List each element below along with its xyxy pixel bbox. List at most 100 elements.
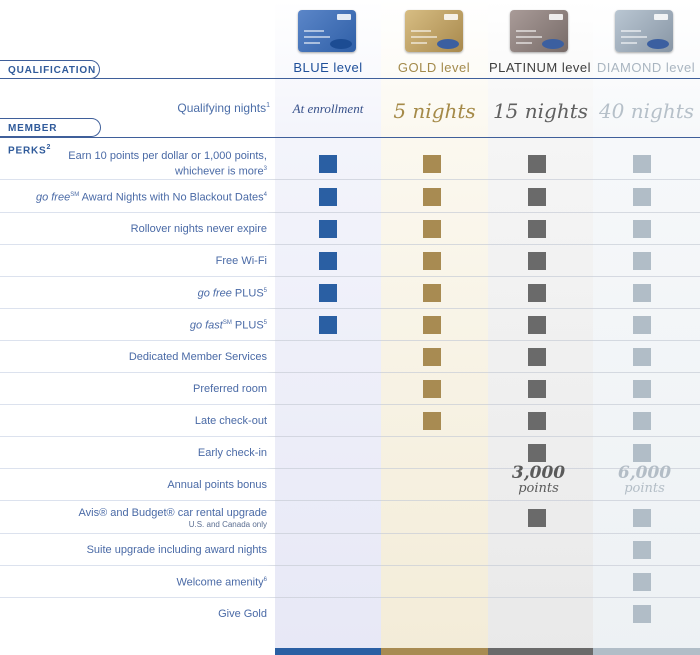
- row-divider: [0, 404, 700, 405]
- member-perks-tab: MEMBER PERKS2: [0, 118, 101, 156]
- diamond-included-marker: [633, 155, 651, 173]
- blue-included-marker: [319, 316, 337, 334]
- perk-label: Free Wi-Fi: [215, 254, 267, 267]
- blue-qualifying-value: At enrollment: [292, 101, 364, 116]
- gold-included-marker: [423, 252, 441, 270]
- diamond-included-marker: [633, 541, 651, 559]
- diamond-qualifying-value: 40 nights: [598, 99, 695, 123]
- platinum-qualifying-value: 15 nights: [492, 99, 589, 123]
- row-divider: [0, 436, 700, 437]
- diamond-included-marker: [633, 220, 651, 238]
- diamond-included-marker: [633, 412, 651, 430]
- row-divider: [0, 340, 700, 341]
- perk-row: Avis® and Budget® car rental upgrade U.S…: [0, 502, 700, 534]
- platinum-included-marker: [528, 380, 546, 398]
- gold-included-marker: [423, 316, 441, 334]
- gold-included-marker: [423, 348, 441, 366]
- blue-included-marker: [319, 188, 337, 206]
- diamond-included-marker: [633, 509, 651, 527]
- blue-included-marker: [319, 284, 337, 302]
- perk-row: Rollover nights never expire: [0, 213, 700, 245]
- perk-label: Dedicated Member Services: [128, 350, 267, 363]
- platinum-included-marker: [528, 444, 546, 462]
- perk-row: Late check-out: [0, 405, 700, 437]
- perk-row: Suite upgrade including award nights: [0, 534, 700, 566]
- perk-label: Early check-in: [197, 446, 267, 459]
- diamond-card-image: [615, 10, 673, 52]
- perk-label: Welcome amenity6: [176, 576, 267, 589]
- perk-row: go free PLUS5: [0, 277, 700, 309]
- gold-included-marker: [423, 284, 441, 302]
- diamond-included-marker: [633, 188, 651, 206]
- perk-row: go fastSM PLUS5: [0, 309, 700, 341]
- blue-included-marker: [319, 155, 337, 173]
- perk-label: go freeSM Award Nights with No Blackout …: [35, 191, 267, 204]
- blue-card-image: [298, 10, 356, 52]
- platinum-level-heading: PLATINUM level: [488, 60, 592, 75]
- diamond-included-marker: [633, 605, 651, 623]
- diamond-included-marker: [633, 284, 651, 302]
- perk-row: Preferred room: [0, 373, 700, 405]
- row-divider: [0, 533, 700, 534]
- platinum-included-marker: [528, 155, 546, 173]
- gold-qualifying-value: 5 nights: [393, 99, 476, 123]
- platinum-included-marker: [528, 412, 546, 430]
- blue-level-heading: BLUE level: [293, 60, 363, 75]
- perk-label: Late check-out: [194, 414, 267, 427]
- gold-included-marker: [423, 412, 441, 430]
- platinum-included-marker: [528, 252, 546, 270]
- gold-included-marker: [423, 220, 441, 238]
- perk-label: go free PLUS5: [197, 287, 267, 300]
- platinum-included-marker: [528, 316, 546, 334]
- diamond-included-marker: [633, 444, 651, 462]
- diamond-included-marker: [633, 316, 651, 334]
- gold-bottom-bar: [381, 648, 488, 655]
- perk-row: Dedicated Member Services: [0, 341, 700, 373]
- row-divider: [0, 500, 700, 501]
- diamond-included-marker: [633, 348, 651, 366]
- gold-included-marker: [423, 155, 441, 173]
- blue-included-marker: [319, 220, 337, 238]
- gold-included-marker: [423, 380, 441, 398]
- perk-label: Annual points bonus: [167, 478, 267, 491]
- diamond-included-marker: [633, 252, 651, 270]
- row-divider: [0, 276, 700, 277]
- perk-row: Early check-in: [0, 437, 700, 469]
- perk-label: Suite upgrade including award nights: [86, 543, 267, 556]
- row-divider: [0, 372, 700, 373]
- diamond-included-marker: [633, 573, 651, 591]
- perk-label: go fastSM PLUS5: [189, 319, 267, 332]
- row-divider: [0, 597, 700, 598]
- row-divider: [0, 468, 700, 469]
- row-divider: [0, 179, 700, 180]
- qualification-tab: QUALIFICATION: [0, 60, 100, 79]
- qualifying-nights-label: Qualifying nights1: [177, 101, 270, 115]
- perk-row: Earn 10 points per dollar or 1,000 point…: [0, 148, 700, 180]
- perk-row: Annual points bonus 3,000 points 6,000 p…: [0, 463, 700, 501]
- platinum-card-image: [510, 10, 568, 52]
- blue-included-marker: [319, 252, 337, 270]
- platinum-included-marker: [528, 220, 546, 238]
- gold-level-heading: GOLD level: [397, 60, 471, 75]
- platinum-bottom-bar: [488, 648, 593, 655]
- perk-label: Preferred room: [193, 382, 267, 395]
- gold-card-image: [405, 10, 463, 52]
- blue-bottom-bar: [275, 648, 381, 655]
- platinum-included-marker: [528, 509, 546, 527]
- member-perks-divider: [0, 137, 700, 138]
- platinum-included-marker: [528, 284, 546, 302]
- platinum-points-bonus: 3,000 points: [511, 463, 566, 497]
- perk-label: Avis® and Budget® car rental upgrade U.S…: [78, 506, 267, 529]
- gold-included-marker: [423, 188, 441, 206]
- perk-label: Earn 10 points per dollar or 1,000 point…: [68, 149, 267, 178]
- row-divider: [0, 212, 700, 213]
- platinum-included-marker: [528, 348, 546, 366]
- qualification-divider: [0, 78, 700, 79]
- perk-label: Rollover nights never expire: [130, 222, 267, 235]
- diamond-points-bonus: 6,000 points: [617, 463, 672, 497]
- diamond-included-marker: [633, 380, 651, 398]
- diamond-level-heading: DIAMOND level: [596, 60, 696, 75]
- perk-row: go freeSM Award Nights with No Blackout …: [0, 181, 700, 213]
- row-divider: [0, 565, 700, 566]
- perk-row: Welcome amenity6: [0, 566, 700, 598]
